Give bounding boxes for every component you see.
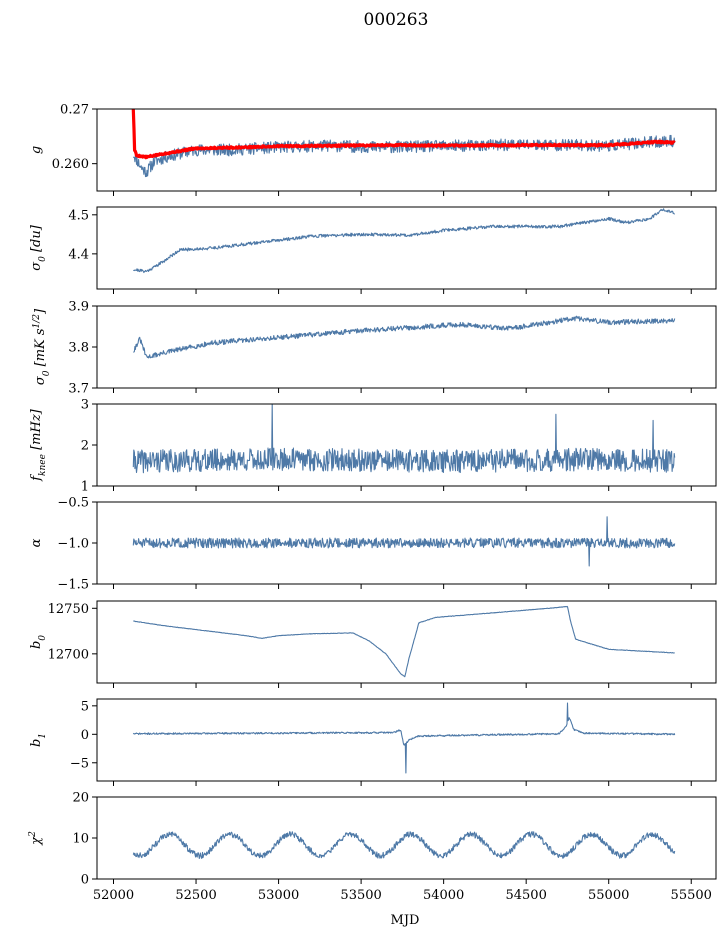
panels: 0.260 0.27 g 4.4 4.5 σ0 [du] 3.7 3.8 3.9 σ0 [mK s…	[28, 103, 717, 903]
panel-7: −5 0 5 b1	[29, 698, 717, 786]
y-tick-label: 12700	[48, 647, 89, 662]
y-tick-label: −1.5	[57, 578, 89, 593]
y-tick-label: 4.4	[68, 247, 89, 262]
panel-frame	[96, 206, 717, 290]
y-tick-label: 0.27	[60, 103, 89, 118]
y-tick-label: 2	[81, 439, 89, 454]
y-axis-label: σ0 [du]	[29, 224, 48, 271]
data-line	[133, 315, 676, 359]
y-tick-label: 3	[81, 398, 89, 413]
x-tick-label: 52000	[93, 888, 134, 903]
y-tick-label: 0.260	[52, 157, 89, 172]
y-axis-label: χ2	[28, 831, 44, 846]
data-line	[132, 831, 676, 860]
panel-8: 0 10 20 52000 52500 53000 53500 54000 54500 55000…	[28, 791, 717, 903]
data-line	[132, 516, 676, 567]
x-tick-label: 55500	[671, 888, 712, 903]
y-tick-label: 3.7	[68, 382, 89, 397]
y-tick-label: −1.0	[57, 537, 89, 552]
panel-1: 0.260 0.27 g	[29, 103, 717, 196]
y-tick-label: −5	[70, 756, 89, 771]
data-line	[132, 403, 676, 474]
y-axis-label: α	[29, 538, 44, 547]
y-tick-label: 0	[81, 873, 89, 888]
panel-frame	[96, 600, 717, 684]
y-tick-label: 20	[72, 791, 89, 806]
x-tick-label: 54500	[505, 888, 546, 903]
y-axis-label: b1	[29, 733, 48, 747]
y-tick-label: 0	[81, 728, 89, 743]
panel-frame	[96, 403, 717, 487]
panel-frame	[96, 698, 717, 782]
panel-4: 1 2 3 fknee [mHz]	[29, 398, 717, 495]
x-tick-label: 55000	[588, 888, 629, 903]
x-tick-label: 53500	[340, 888, 381, 903]
y-axis-label: σ0 [mK s1/2]	[32, 308, 52, 385]
data-line	[132, 134, 676, 178]
x-axis-label: MJD	[391, 913, 420, 928]
x-tick-label: 54000	[423, 888, 464, 903]
x-tick-label: 53000	[258, 888, 299, 903]
y-tick-label: 10	[72, 832, 89, 847]
panel-3: 3.7 3.8 3.9 σ0 [mK s1/2]	[32, 300, 717, 397]
y-tick-label: 3.9	[68, 300, 89, 315]
x-tick-label: 52500	[175, 888, 216, 903]
panel-2: 4.4 4.5 σ0 [du]	[29, 206, 717, 294]
panel-6: 12700 12750 b0	[29, 600, 717, 688]
data-line	[133, 605, 675, 678]
y-tick-label: 3.8	[68, 341, 89, 356]
y-tick-label: 12750	[48, 602, 89, 617]
y-tick-label: 4.5	[68, 208, 89, 223]
data-line	[132, 702, 676, 774]
y-axis-label: g	[29, 146, 44, 154]
data-line	[133, 208, 675, 274]
fit-line	[131, 109, 676, 160]
panel-frame	[96, 796, 717, 880]
y-axis-label: fknee [mHz]	[29, 408, 48, 481]
panel-frame	[96, 108, 717, 192]
panel-5: −1.5 −1.0 −0.5 α	[29, 496, 717, 593]
y-tick-label: 1	[81, 480, 89, 495]
figure-title: 000263	[364, 10, 429, 30]
y-tick-label: −0.5	[57, 496, 89, 511]
y-axis-label: b0	[29, 635, 48, 649]
y-tick-label: 5	[81, 699, 89, 714]
